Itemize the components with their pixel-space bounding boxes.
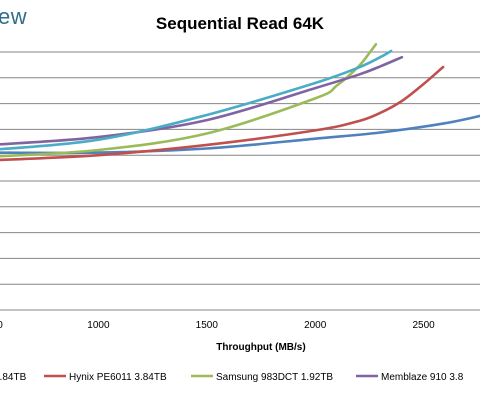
x-tick-label: 2000 <box>304 320 327 331</box>
legend-label: 3.84TB <box>0 372 27 383</box>
x-axis-ticks: 0 1000 1500 2000 2500 <box>0 320 435 331</box>
legend-label: Samsung 983DCT 1.92TB <box>216 372 333 383</box>
x-axis-label: Throughput (MB/s) <box>216 342 305 353</box>
x-tick-label: 2500 <box>412 320 435 331</box>
plot-area <box>0 43 480 162</box>
x-tick-label: 1500 <box>196 320 219 331</box>
legend-label: Hynix PE6011 3.84TB <box>69 372 167 383</box>
brand-logo-fragment: ew <box>0 4 28 29</box>
legend: 3.84TB Hynix PE6011 3.84TB Samsung 983DCT … <box>0 372 464 383</box>
series-line <box>0 65 445 162</box>
series-line <box>0 114 480 155</box>
x-tick-label: 0 <box>0 320 3 331</box>
legend-label: Memblaze 910 3.8 <box>381 372 464 383</box>
series-line <box>0 49 393 151</box>
x-tick-label: 1000 <box>87 320 110 331</box>
gridlines <box>0 51 480 311</box>
series-line <box>0 55 404 146</box>
chart-title: Sequential Read 64K <box>155 14 325 33</box>
series-line <box>0 43 378 158</box>
